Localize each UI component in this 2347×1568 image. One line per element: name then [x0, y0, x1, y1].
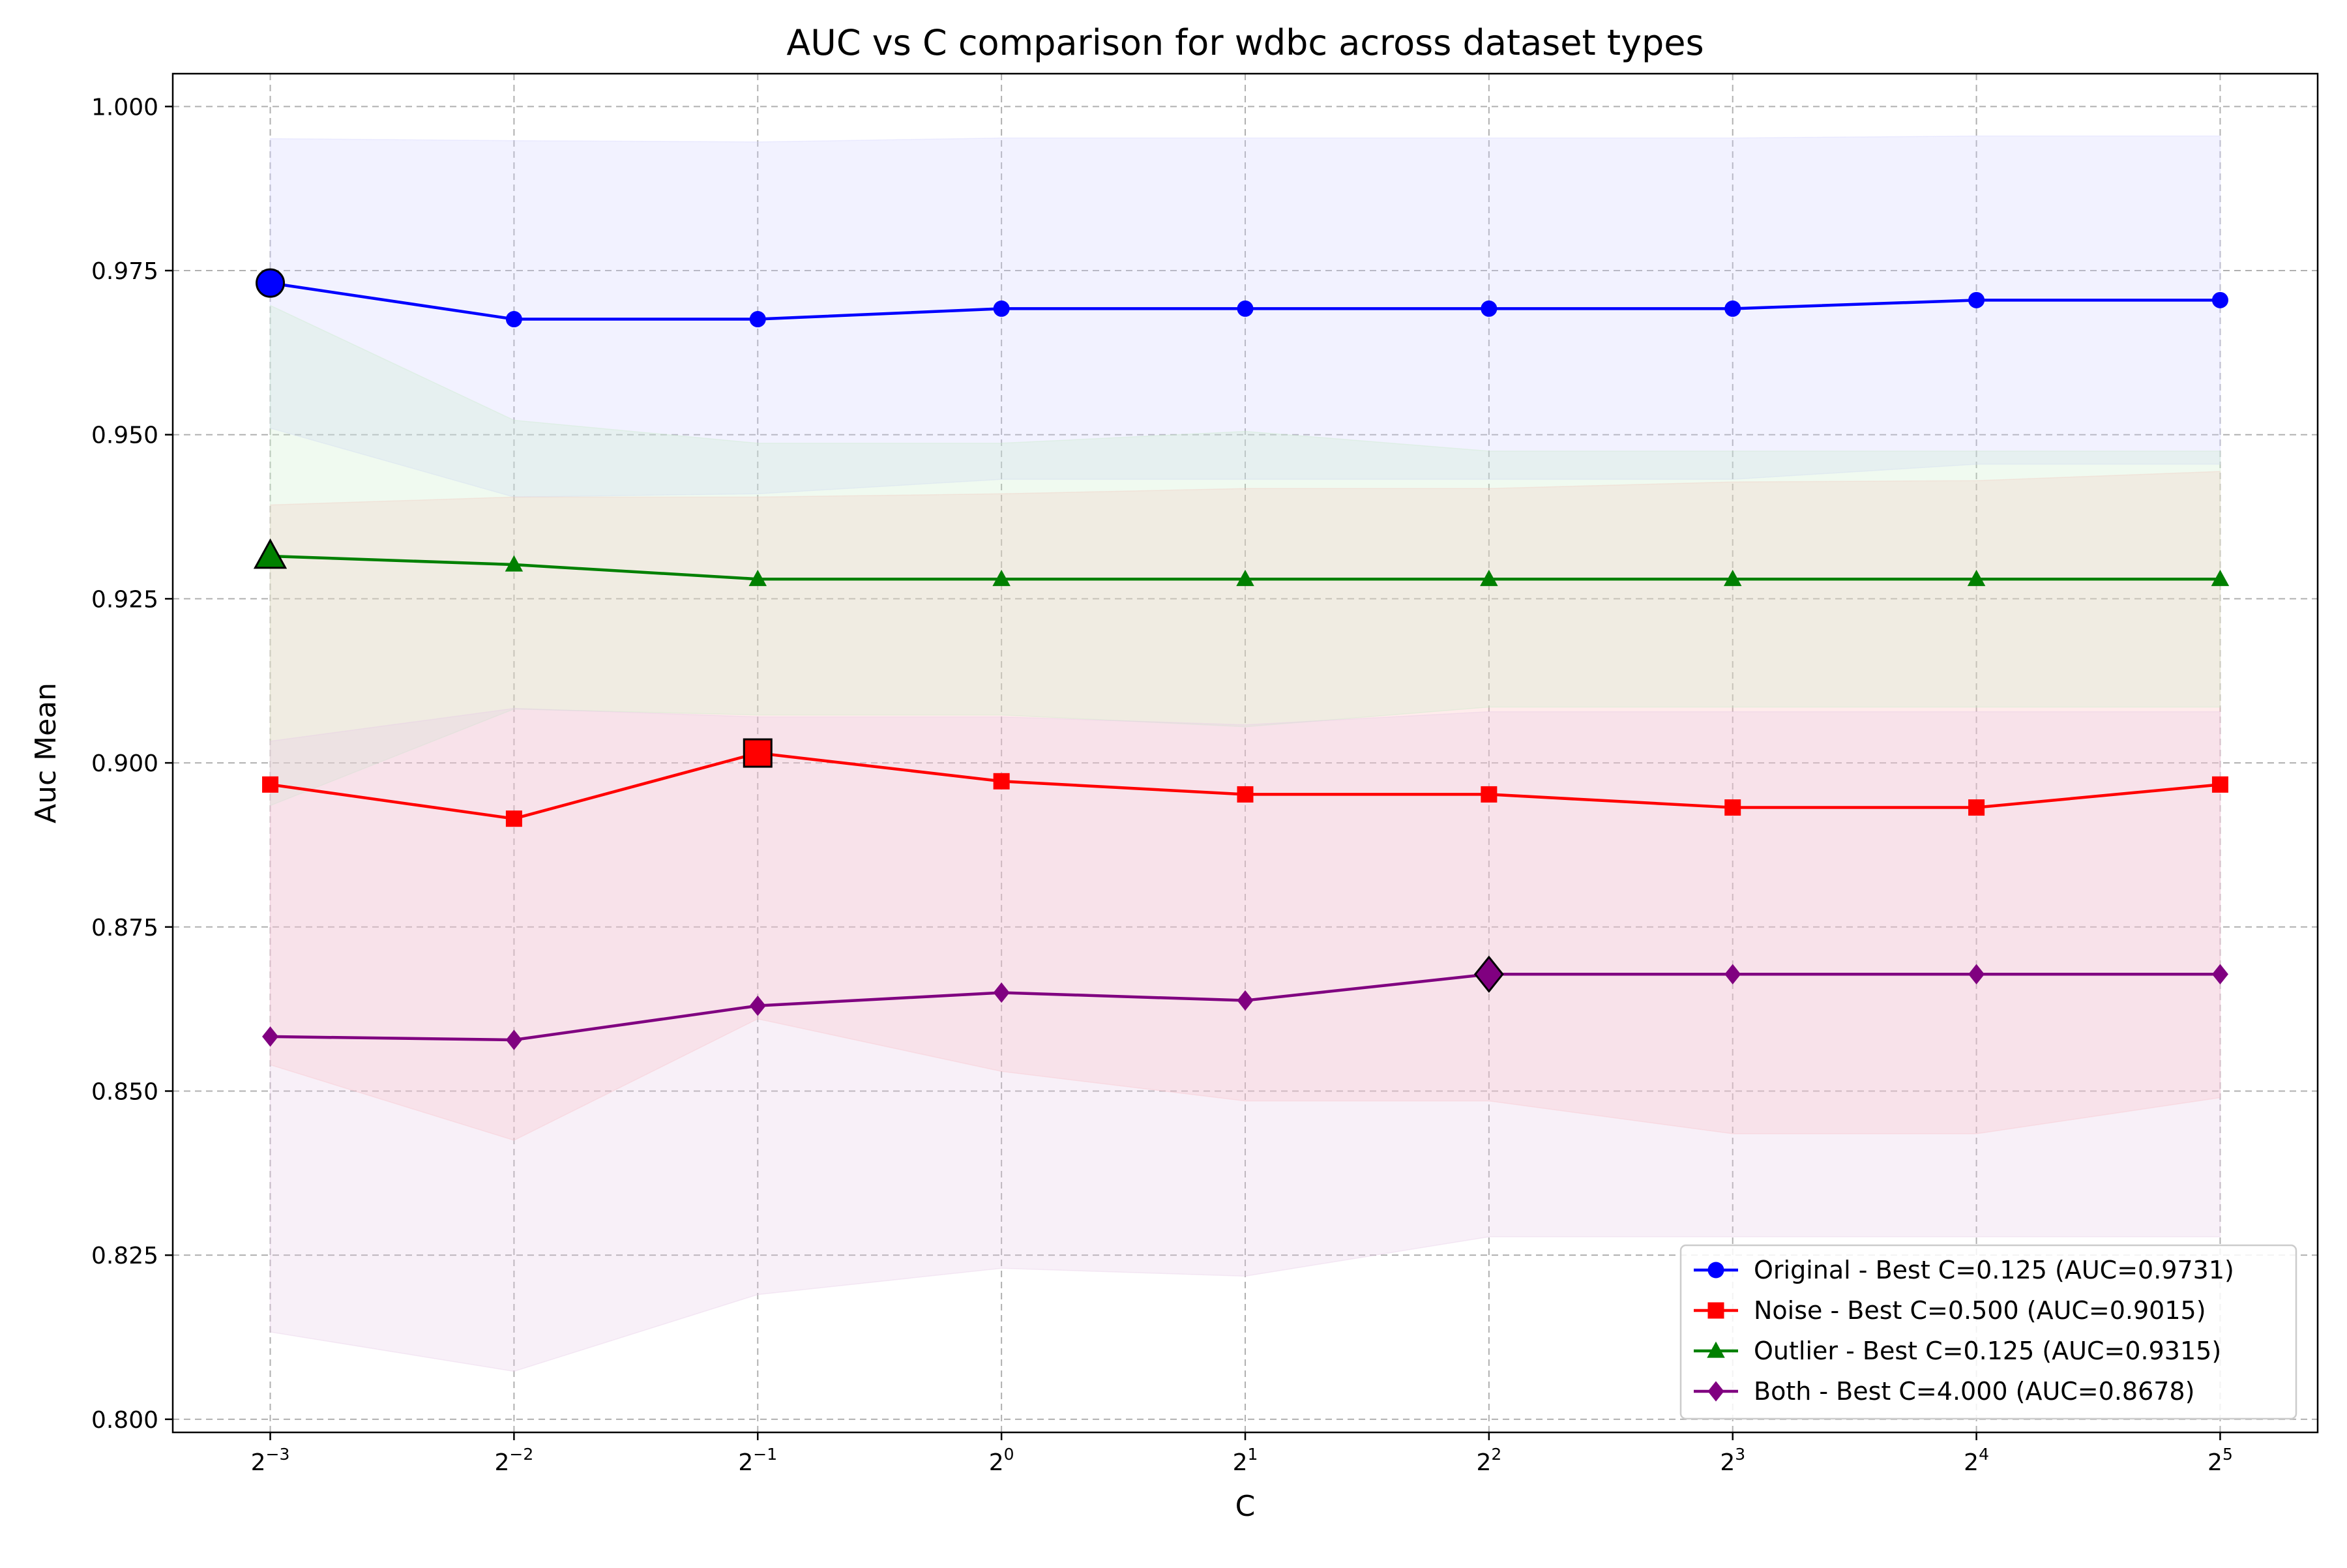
- original-point: [505, 311, 522, 328]
- noise-point: [993, 773, 1010, 790]
- both-legend-marker: [1707, 1381, 1724, 1402]
- outlier-point: [1480, 569, 1498, 586]
- outlier-best-point: [253, 538, 288, 569]
- outlier-point: [2211, 569, 2230, 586]
- noise-legend-marker: [1707, 1302, 1724, 1319]
- outlier-point: [1236, 569, 1254, 586]
- chart-title: AUC vs C comparison for wdbc across data…: [786, 22, 1704, 63]
- x-tick-label: 21: [1233, 1445, 1258, 1476]
- y-tick-label: 0.950: [91, 422, 158, 449]
- original-best-point: [256, 268, 286, 298]
- original-point: [2211, 291, 2228, 308]
- outlier-point: [505, 555, 524, 572]
- outlier-point: [748, 569, 767, 586]
- series-markers: [253, 268, 2230, 1050]
- confidence-bands: [269, 135, 2221, 1372]
- x-tick-label: 25: [2207, 1445, 2233, 1476]
- y-tick-label: 0.875: [91, 915, 158, 941]
- outlier-legend-label: Outlier - Best C=0.125 (AUC=0.9315): [1754, 1337, 2221, 1365]
- original-point: [993, 300, 1010, 317]
- original-point: [1968, 291, 1985, 308]
- y-tick-label: 0.900: [91, 750, 158, 777]
- y-tick-label: 0.850: [91, 1078, 158, 1105]
- both-confidence-band: [269, 707, 2221, 1372]
- x-tick-label: 24: [1964, 1445, 1989, 1476]
- grid: [173, 74, 2318, 1432]
- original-legend-marker: [1707, 1262, 1724, 1279]
- both-point: [1724, 964, 1741, 984]
- outlier-point: [1723, 569, 1742, 586]
- noise-point: [505, 810, 522, 827]
- both-legend-label: Both - Best C=4.000 (AUC=0.8678): [1754, 1377, 2194, 1406]
- both-point: [1237, 990, 1254, 1011]
- both-point: [262, 1026, 279, 1047]
- noise-point: [2211, 776, 2228, 793]
- original-legend-label: Original - Best C=0.125 (AUC=0.9731): [1754, 1256, 2234, 1284]
- noise-point: [1968, 799, 1985, 816]
- outlier-legend-marker: [1707, 1341, 1725, 1358]
- both-point: [749, 995, 766, 1016]
- original-point: [1237, 300, 1254, 317]
- x-tick-label: 23: [1720, 1445, 1745, 1476]
- both-point: [993, 982, 1010, 1003]
- noise-point: [1237, 786, 1254, 803]
- x-tick-label: 22: [1476, 1445, 1501, 1476]
- y-tick-label: 0.975: [91, 258, 158, 285]
- noise-point: [262, 776, 279, 793]
- y-tick-label: 1.000: [91, 94, 158, 121]
- original-point: [1481, 300, 1498, 317]
- y-tick-label: 0.800: [91, 1407, 158, 1434]
- legend: Original - Best C=0.125 (AUC=0.9731) Nois…: [1679, 1244, 2297, 1420]
- legend-box: [1679, 1244, 2297, 1420]
- original-point: [749, 311, 766, 328]
- noise-point: [1724, 799, 1741, 816]
- x-tick-label: 2−2: [495, 1445, 534, 1476]
- outlier-confidence-band: [269, 304, 2221, 806]
- both-best-point: [1473, 955, 1504, 993]
- both-point: [1968, 964, 1985, 984]
- x-tick-label: 20: [989, 1445, 1014, 1476]
- noise-point: [1481, 786, 1498, 803]
- original-point: [1724, 300, 1741, 317]
- noise-best-point: [743, 738, 773, 768]
- y-tick-label: 0.825: [91, 1243, 158, 1269]
- y-axis-label: Auc Mean: [29, 683, 63, 823]
- outlier-point: [992, 569, 1011, 586]
- y-tick-label: 0.925: [91, 586, 158, 613]
- outlier-point: [1967, 569, 1986, 586]
- x-tick-label: 2−1: [738, 1445, 777, 1476]
- noise-legend-label: Noise - Best C=0.500 (AUC=0.9015): [1754, 1296, 2206, 1325]
- axis-ticks: 0.800 0.825 0.850 0.875 0.900 0.925 0.950 0.975…: [91, 94, 2233, 1476]
- x-axis-label: C: [1235, 1490, 1256, 1523]
- x-tick-label: 2−3: [251, 1445, 290, 1476]
- both-point: [2211, 964, 2228, 984]
- both-point: [505, 1029, 522, 1050]
